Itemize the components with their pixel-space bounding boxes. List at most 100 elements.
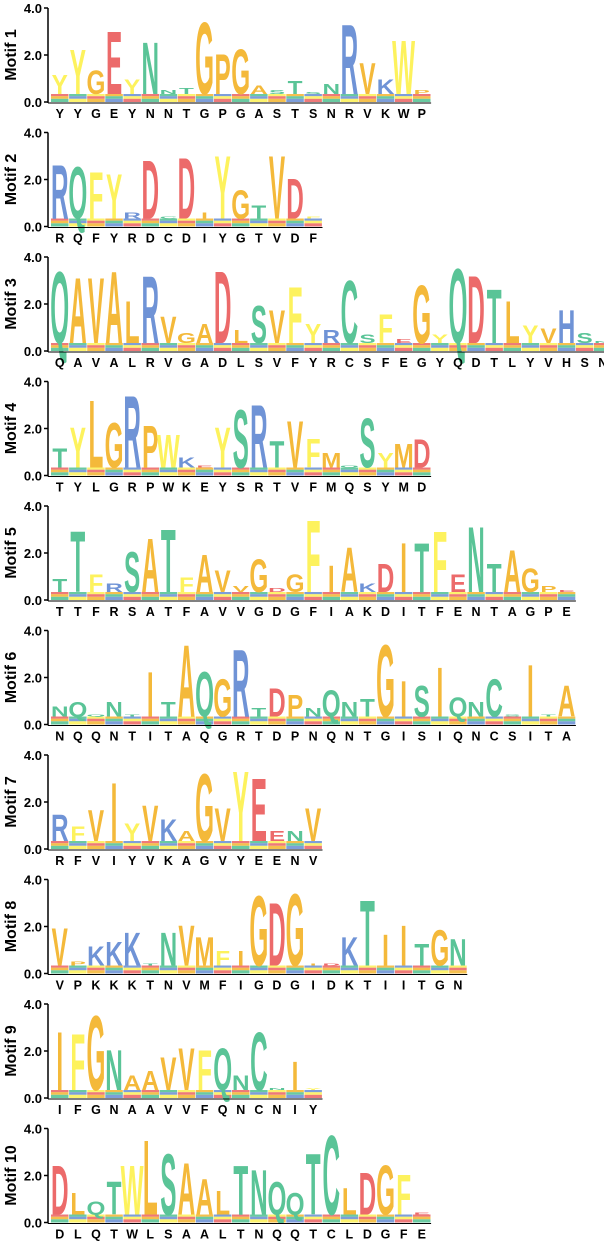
logo-letter: P: [540, 585, 556, 594]
logo-letter: N: [286, 828, 304, 844]
logo-letter: D: [322, 963, 340, 966]
logo-noise-strip: [394, 467, 413, 470]
x-tick-label: F: [201, 1103, 209, 1117]
logo-noise-strip: [594, 345, 604, 348]
x-tick-label: V: [56, 979, 65, 993]
logo-noise-strip: [177, 843, 196, 846]
x-tick-label: Q: [91, 1228, 101, 1242]
logo-noise-strip: [51, 94, 69, 97]
logo-letter: Q: [86, 714, 105, 717]
x-tick-label: R: [55, 854, 64, 868]
logo-noise-strip: [394, 965, 413, 968]
logo-letter: V: [540, 323, 557, 347]
x-tick-label: T: [110, 1228, 118, 1242]
y-tick-label: 0.0: [24, 593, 42, 608]
logo-letter: A: [250, 84, 268, 97]
logo-noise-strip: [51, 721, 69, 725]
logo-noise-strip: [159, 347, 178, 351]
logo-noise-strip: [358, 347, 377, 351]
x-tick-label: Q: [73, 730, 83, 744]
x-tick-label: V: [218, 605, 227, 619]
logo-noise-strip: [69, 1094, 87, 1098]
x-tick-label: Y: [128, 107, 137, 121]
logo-noise-strip: [213, 1090, 232, 1093]
logo-noise-strip: [250, 1092, 268, 1095]
logo-noise-strip: [195, 1219, 214, 1223]
logo-letter: F: [306, 431, 321, 477]
x-tick-label: A: [200, 356, 209, 370]
logo-noise-strip: [250, 1216, 268, 1220]
logo-letter: D: [467, 255, 485, 363]
logo-noise-strip: [358, 343, 377, 346]
logo-noise-strip: [141, 596, 159, 600]
logo-noise-strip: [413, 1214, 431, 1217]
logo-noise-strip: [268, 1094, 286, 1098]
logo-noise-strip: [105, 716, 123, 719]
logo-letter: G: [412, 268, 431, 362]
logo-noise-strip: [376, 1216, 395, 1220]
x-tick-label: D: [472, 356, 481, 370]
logo-noise-strip: [304, 721, 322, 725]
logo-letter: T: [288, 78, 303, 98]
logo-noise-strip: [503, 718, 521, 722]
logo-letter: V: [52, 916, 68, 977]
y-tick-label: 4.0: [24, 126, 42, 141]
logo-noise-strip: [123, 718, 141, 722]
logo-letter: N: [341, 697, 359, 721]
logo-noise-strip: [376, 967, 395, 971]
logo-noise-strip: [177, 345, 196, 348]
logo-noise-strip: [449, 716, 467, 719]
x-tick-label: S: [508, 730, 516, 744]
logo-noise-strip: [232, 1090, 250, 1093]
logo-noise-strip: [232, 1216, 250, 1220]
logo-noise-strip: [322, 345, 340, 348]
logo-letter: Y: [215, 417, 231, 481]
logo-noise-strip: [521, 592, 540, 595]
logo-letter: G: [86, 995, 105, 1114]
logo-noise-strip: [213, 970, 232, 974]
logo-noise-strip: [340, 94, 359, 97]
logo-noise-strip: [195, 970, 214, 974]
logo-noise-strip: [232, 469, 250, 473]
logo-noise-strip: [358, 967, 377, 971]
logo-noise-strip: [557, 345, 576, 348]
logo-noise-strip: [177, 469, 196, 473]
logo-noise-strip: [304, 472, 322, 476]
logo-noise-strip: [485, 594, 503, 597]
logo-noise-strip: [304, 347, 322, 351]
logo-noise-strip: [376, 472, 395, 476]
logo-noise-strip: [467, 716, 485, 719]
x-tick-label: F: [92, 232, 100, 246]
logo-noise-strip: [123, 594, 141, 597]
logo-noise-strip: [521, 345, 540, 348]
logo-noise-strip: [69, 965, 87, 968]
logo-noise-strip: [105, 1092, 123, 1095]
logo-noise-strip: [413, 1216, 431, 1220]
logo-letter: M: [194, 929, 214, 975]
x-tick-label: I: [402, 730, 405, 744]
logo-noise-strip: [485, 343, 503, 346]
logo-letter: F: [378, 306, 393, 352]
logo-noise-strip: [232, 721, 250, 725]
logo-noise-strip: [105, 718, 123, 722]
x-tick-label: I: [402, 979, 405, 993]
x-tick-label: T: [237, 1228, 245, 1242]
logo-noise-strip: [449, 347, 467, 351]
logo-noise-strip: [232, 218, 250, 221]
y-tick-label: 2.0: [24, 920, 42, 935]
logo-noise-strip: [268, 223, 286, 227]
x-tick-label: T: [545, 730, 553, 744]
logo-noise-strip: [177, 1094, 196, 1098]
logo-noise-strip: [87, 1219, 105, 1223]
logo-noise-strip: [539, 596, 558, 600]
logo-noise-strip: [431, 718, 449, 722]
logo-letter: V: [178, 915, 195, 979]
logo-noise-strip: [87, 223, 105, 227]
logo-noise-strip: [503, 347, 521, 351]
logo-letter: S: [124, 541, 140, 605]
logo-noise-strip: [105, 345, 123, 348]
x-tick-label: A: [254, 107, 263, 121]
logo-noise-strip: [268, 716, 286, 719]
x-tick-label: P: [418, 107, 426, 121]
logo-noise-strip: [141, 1092, 159, 1095]
